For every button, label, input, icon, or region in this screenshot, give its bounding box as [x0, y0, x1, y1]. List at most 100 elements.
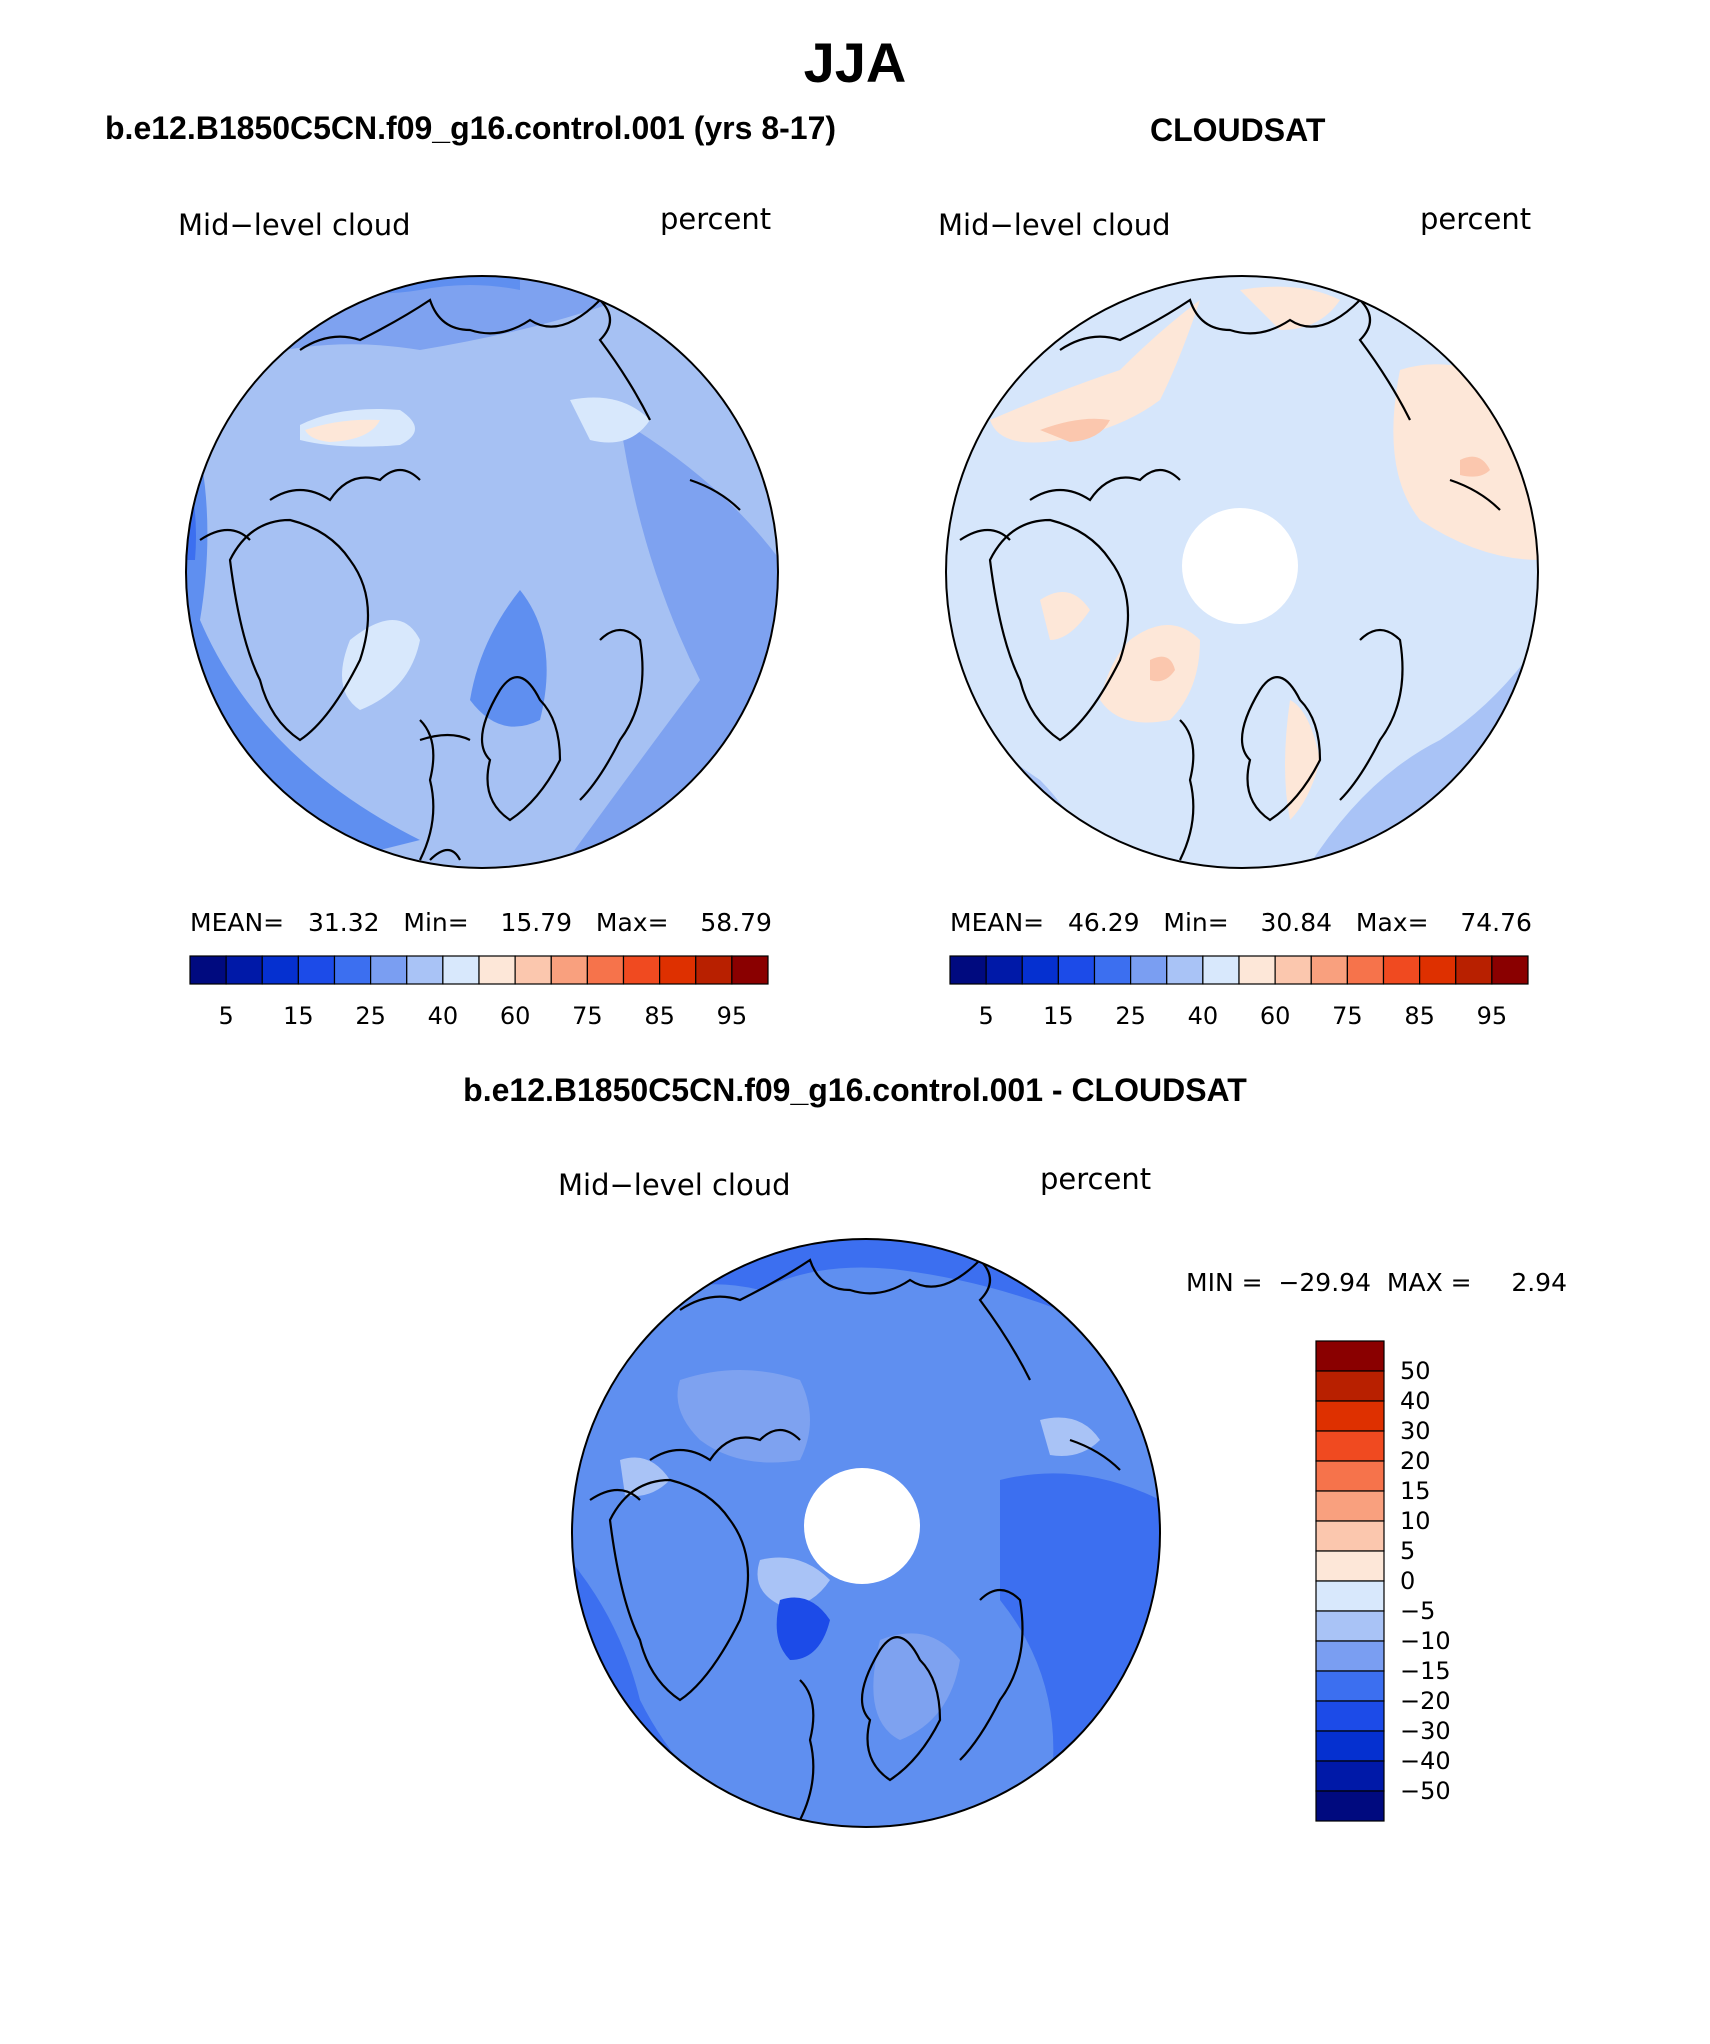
min-value: −29.94 [1278, 1268, 1371, 1297]
colorbar-swatch [297, 955, 336, 985]
colorbar-swatch [1315, 1460, 1385, 1492]
mean-label: MEAN= [190, 908, 285, 937]
field-region [990, 300, 1200, 443]
colorbar-tick-label: −20 [1400, 1687, 1451, 1715]
field-region [677, 1370, 810, 1463]
colorbar-swatch [949, 955, 987, 985]
colorbar-swatch [1315, 1640, 1385, 1672]
colorbar-swatch [478, 955, 516, 985]
colorbar-swatch [1315, 1790, 1385, 1822]
field-region [1150, 656, 1175, 682]
colorbar-swatch [1382, 955, 1421, 985]
map-cloudsat-border [945, 275, 1539, 869]
min-label: MIN = [1186, 1268, 1263, 1297]
units-label-cloudsat: percent [1420, 202, 1532, 236]
colorbar-swatch [189, 955, 227, 985]
colorbar-swatch [514, 955, 552, 985]
colorbar-swatch [622, 955, 661, 985]
field-region [1460, 456, 1490, 477]
colorbar-swatch [659, 955, 697, 985]
colorbar-swatch [586, 955, 625, 985]
panel-title-cloudsat: CLOUDSAT [1150, 112, 1326, 148]
colorbar-tick-label: 30 [1400, 1417, 1431, 1445]
field-region [873, 1633, 960, 1740]
colorbar-swatch [1315, 1730, 1385, 1762]
colorbar-tick-label: −5 [1400, 1597, 1435, 1625]
colorbar-swatch [550, 955, 588, 985]
colorbar-swatch [1238, 955, 1276, 985]
colorbar-swatch [1315, 1610, 1385, 1642]
colorbar-swatch [1315, 1580, 1385, 1612]
colorbar-tick-label: −40 [1400, 1747, 1451, 1775]
colorbar-swatch [1310, 955, 1348, 985]
colorbar-tick-label: 15 [1043, 1002, 1074, 1030]
field-region [305, 419, 380, 442]
field-region [620, 1457, 670, 1496]
min-label: Min= [403, 908, 469, 937]
min-label: Min= [1163, 908, 1229, 937]
colorbar-cloudsat: 5 15 25 40 60 75 85 95 [949, 955, 1529, 1030]
colorbar-tick-label: 75 [1332, 1002, 1363, 1030]
field-region [470, 590, 547, 727]
panel-title-model: b.e12.B1850C5CN.f09_g16.control.001 (yrs… [105, 110, 837, 146]
colorbar-swatch [442, 955, 480, 985]
colorbar-swatch [1315, 1700, 1385, 1732]
min-value: 15.79 [500, 908, 573, 937]
colorbar-swatch [1166, 955, 1204, 985]
stats-difference: MIN = −29.94 MAX = 2.94 [1186, 1268, 1567, 1297]
coastlines [589, 1258, 1121, 1821]
units-label-difference: percent [1040, 1162, 1152, 1196]
colorbar-tick-label: 85 [644, 1002, 675, 1030]
max-value: 2.94 [1511, 1268, 1567, 1297]
map-difference-border [571, 1238, 1161, 1828]
colorbar-swatch [1130, 955, 1168, 985]
variable-label-model: Mid−level cloud [178, 208, 411, 242]
units-label-model: percent [660, 202, 772, 236]
colorbar-tick-label: 40 [1188, 1002, 1219, 1030]
colorbar-tick-label: −15 [1400, 1657, 1451, 1685]
colorbar-swatch [1315, 1340, 1385, 1372]
colorbar-swatch [225, 955, 263, 985]
colorbar-tick-label: 60 [1260, 1002, 1291, 1030]
colorbar-swatch [1202, 955, 1240, 985]
colorbar-swatch [1491, 955, 1529, 985]
max-value: 74.76 [1460, 908, 1532, 937]
colorbar-tick-label: 95 [717, 1002, 748, 1030]
colorbar-tick-label: 95 [1477, 1002, 1508, 1030]
coastlines [199, 298, 741, 861]
colorbar-tick-label: 85 [1404, 1002, 1435, 1030]
colorbar-tick-label: 5 [1400, 1537, 1415, 1565]
colorbar-swatch [1315, 1670, 1385, 1702]
colorbar-tick-label: −10 [1400, 1627, 1451, 1655]
colorbar-swatch [1315, 1760, 1385, 1792]
field-region [570, 397, 650, 443]
colorbar-swatch [1315, 1550, 1385, 1582]
colorbar-tick-label: 5 [218, 1002, 233, 1030]
max-value: 58.79 [700, 908, 772, 937]
colorbar-tick-label: 40 [428, 1002, 459, 1030]
map-difference [572, 1239, 1160, 1827]
colorbar-swatch [261, 955, 299, 985]
mean-label: MEAN= [950, 908, 1045, 937]
colorbar-tick-label: 25 [355, 1002, 386, 1030]
colorbar-swatch [1315, 1400, 1385, 1432]
map-model-border [185, 275, 779, 869]
field-region [776, 1597, 830, 1660]
colorbar-swatch [985, 955, 1023, 985]
colorbar-swatch [1315, 1520, 1385, 1552]
coastlines [959, 298, 1501, 861]
colorbar-swatch [1021, 955, 1059, 985]
colorbar-swatch [1057, 955, 1096, 985]
colorbar-swatch [1315, 1490, 1385, 1522]
colorbar-tick-label: 5 [978, 1002, 993, 1030]
colorbar-swatch [731, 955, 769, 985]
colorbar-tick-label: 60 [500, 1002, 531, 1030]
map-cloudsat [946, 276, 1538, 868]
mean-value: 31.32 [307, 908, 380, 937]
colorbar-tick-label: 15 [283, 1002, 314, 1030]
field-region [1040, 418, 1110, 442]
colorbar-tick-label: 50 [1400, 1357, 1431, 1385]
colorbar-tick-label: 15 [1400, 1477, 1431, 1505]
